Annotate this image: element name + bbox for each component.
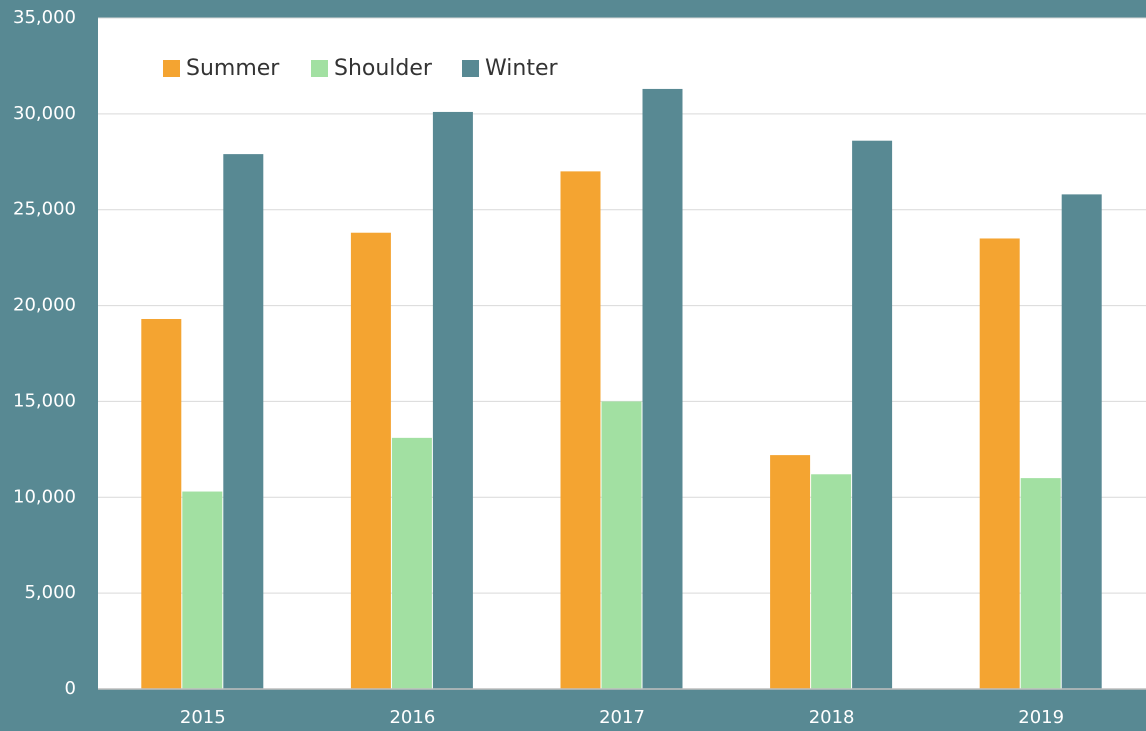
bar — [642, 88, 683, 690]
bar — [852, 140, 893, 689]
x-tick-label: 2015 — [180, 707, 226, 728]
bar — [432, 111, 473, 689]
y-tick-label: 35,000 — [13, 7, 76, 28]
legend-swatch — [462, 60, 479, 77]
bar — [182, 491, 223, 689]
legend-swatch — [163, 60, 180, 77]
x-tick-label: 2016 — [389, 707, 435, 728]
bar — [770, 455, 811, 689]
x-tick-label: 2018 — [809, 707, 855, 728]
y-tick-label: 10,000 — [13, 486, 76, 507]
legend-swatch — [311, 60, 328, 77]
y-tick-label: 5,000 — [24, 582, 76, 603]
y-tick-label: 25,000 — [13, 199, 76, 220]
bar — [1020, 478, 1061, 689]
bar — [811, 474, 852, 689]
y-tick-label: 0 — [65, 678, 76, 699]
y-tick-label: 30,000 — [13, 103, 76, 124]
x-tick-label: 2019 — [1018, 707, 1064, 728]
bar — [979, 238, 1020, 689]
legend-label: Winter — [485, 56, 558, 81]
bar — [223, 154, 264, 690]
y-tick-label: 20,000 — [13, 295, 76, 316]
bar — [350, 232, 391, 689]
bar — [601, 401, 642, 689]
legend-label: Summer — [186, 56, 280, 81]
y-tick-label: 15,000 — [13, 390, 76, 411]
bar — [560, 171, 601, 689]
bar — [391, 437, 432, 689]
x-tick-label: 2017 — [599, 707, 645, 728]
bar — [1061, 194, 1102, 689]
bar — [141, 318, 182, 689]
legend-label: Shoulder — [334, 56, 433, 81]
